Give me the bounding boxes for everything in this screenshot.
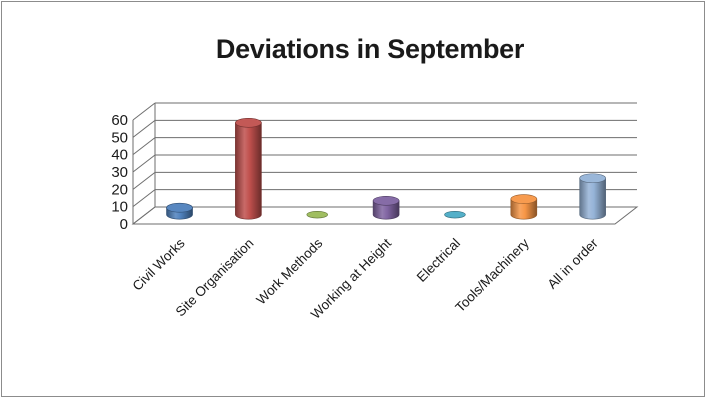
side-wall-line	[132, 154, 156, 173]
bar-top	[306, 210, 328, 219]
bar-2	[306, 210, 328, 219]
chart-title: Deviations in September	[215, 34, 525, 64]
x-tick-label: Tools/Machinery	[452, 235, 532, 315]
side-wall-line	[132, 206, 156, 225]
bar-body	[510, 198, 538, 220]
bar-top	[235, 117, 262, 128]
bar-4	[444, 210, 466, 219]
side-wall-line	[132, 171, 156, 190]
bar-1	[235, 117, 262, 220]
side-wall-line	[132, 102, 156, 121]
y-tick-label: 30	[111, 164, 128, 181]
bar-body	[235, 122, 262, 220]
y-tick-label: 50	[111, 129, 128, 146]
y-tick-label: 60	[111, 112, 128, 129]
y-tick-label: 20	[111, 181, 128, 198]
bar-6	[579, 173, 606, 220]
bar-top	[372, 195, 400, 206]
bar-top	[579, 173, 606, 184]
bar-3	[372, 195, 400, 220]
bar-0	[166, 202, 193, 220]
side-wall-line	[132, 119, 156, 138]
x-tick-label: Electrical	[414, 236, 463, 285]
bar-5	[510, 194, 538, 220]
y-tick-label: 40	[111, 147, 128, 164]
side-wall-line	[132, 189, 156, 208]
bar-top	[510, 194, 538, 204]
bar-top	[166, 202, 193, 213]
x-tick-label: All in order	[545, 235, 602, 292]
y-tick-label: 0	[120, 216, 128, 233]
x-tick-label: Civil Works	[129, 235, 187, 293]
side-wall-line	[132, 137, 156, 156]
x-tick-label: Work Methods	[253, 235, 325, 307]
bar-body	[579, 177, 606, 220]
bar-top	[444, 210, 466, 219]
bar-body	[372, 200, 400, 220]
y-tick-label: 10	[111, 199, 128, 216]
